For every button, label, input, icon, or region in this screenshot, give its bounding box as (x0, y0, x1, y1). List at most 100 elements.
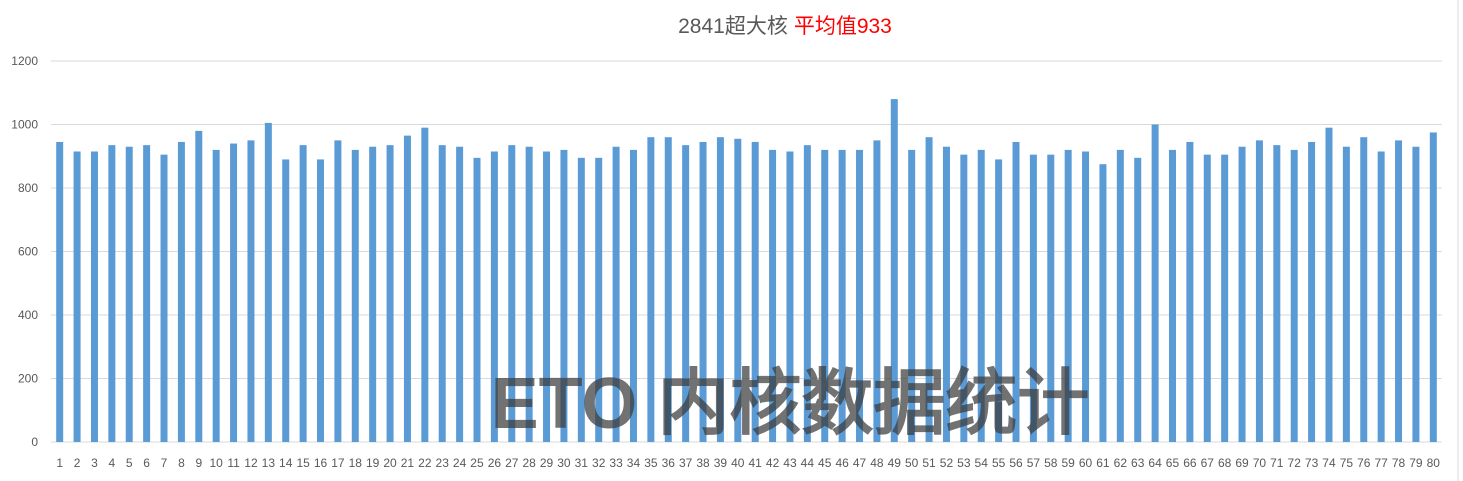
x-tick-label: 74 (1322, 456, 1336, 470)
bar-64 (1151, 124, 1159, 442)
x-tick-label: 56 (1009, 456, 1023, 470)
bar-66 (1186, 141, 1194, 442)
bar-68 (1221, 154, 1229, 442)
bar-52 (942, 146, 950, 442)
bar-31 (577, 157, 585, 442)
bar-60 (1082, 151, 1090, 443)
y-tick-label: 1000 (11, 118, 38, 132)
bar-74 (1325, 127, 1333, 443)
x-tick-label: 61 (1096, 456, 1110, 470)
bar-8 (177, 141, 185, 442)
bar-67 (1203, 154, 1211, 442)
x-tick-label: 12 (244, 456, 258, 470)
bar-48 (873, 140, 881, 443)
x-tick-label: 18 (349, 456, 363, 470)
x-tick-label: 25 (470, 456, 484, 470)
y-tick-label: 1200 (11, 54, 38, 68)
x-tick-label: 80 (1427, 456, 1441, 470)
bar-7 (160, 154, 168, 442)
x-tick-label: 22 (418, 456, 432, 470)
x-tick-label: 62 (1114, 456, 1128, 470)
x-tick-label: 75 (1340, 456, 1354, 470)
bar-16 (317, 159, 325, 442)
bar-9 (195, 130, 203, 442)
bar-37 (682, 145, 690, 442)
x-tick-label: 73 (1305, 456, 1319, 470)
x-tick-label: 3 (91, 456, 98, 470)
bar-6 (143, 145, 151, 442)
x-tick-label: 28 (522, 456, 536, 470)
x-tick-label: 20 (383, 456, 397, 470)
bar-19 (369, 146, 377, 442)
bar-24 (456, 146, 464, 442)
x-tick-label: 49 (888, 456, 902, 470)
bar-29 (543, 151, 551, 443)
bar-34 (629, 149, 637, 442)
x-tick-label: 9 (195, 456, 202, 470)
bar-53 (960, 154, 968, 442)
x-tick-label: 53 (957, 456, 971, 470)
bar-45 (821, 149, 829, 442)
x-tick-label: 13 (262, 456, 276, 470)
x-tick-label: 54 (975, 456, 989, 470)
bar-30 (560, 149, 568, 442)
y-tick-label: 600 (18, 245, 38, 259)
chart-title-average: 平均值933 (794, 15, 892, 38)
bar-46 (838, 149, 846, 442)
bar-10 (212, 149, 220, 442)
bar-38 (699, 141, 707, 442)
bar-2 (73, 151, 81, 443)
x-tick-label: 10 (210, 456, 224, 470)
bar-35 (647, 137, 655, 442)
x-tick-label: 47 (853, 456, 867, 470)
x-tick-label: 79 (1409, 456, 1423, 470)
x-tick-label: 34 (627, 456, 641, 470)
x-tick-label: 39 (714, 456, 728, 470)
y-tick-label: 400 (18, 308, 38, 322)
bar-78 (1395, 140, 1403, 443)
x-tick-label: 6 (143, 456, 150, 470)
x-tick-label: 57 (1027, 456, 1041, 470)
x-tick-label: 1 (56, 456, 63, 470)
x-tick-label: 46 (835, 456, 849, 470)
x-tick-label: 76 (1357, 456, 1371, 470)
x-tick-label: 48 (870, 456, 884, 470)
bar-21 (403, 135, 411, 443)
x-tick-label: 14 (279, 456, 293, 470)
x-tick-label: 2 (74, 456, 81, 470)
bar-23 (438, 145, 446, 442)
bar-43 (786, 151, 794, 443)
x-tick-label: 4 (109, 456, 116, 470)
x-tick-label: 63 (1131, 456, 1145, 470)
x-tick-label: 60 (1079, 456, 1093, 470)
x-tick-label: 36 (662, 456, 676, 470)
x-tick-label: 77 (1374, 456, 1388, 470)
x-tick-label: 68 (1218, 456, 1232, 470)
bar-71 (1273, 145, 1281, 442)
bar-56 (1012, 141, 1020, 442)
bar-77 (1377, 151, 1385, 443)
bar-59 (1064, 149, 1072, 442)
bar-39 (716, 137, 724, 442)
x-tick-label: 64 (1148, 456, 1162, 470)
bar-63 (1134, 157, 1142, 442)
x-tick-label: 32 (592, 456, 606, 470)
x-tick-label: 35 (644, 456, 658, 470)
bars (56, 99, 1437, 443)
x-tick-label: 44 (801, 456, 815, 470)
watermark-text: ETO 内核数据统计 (491, 364, 1090, 444)
x-tick-label: 38 (696, 456, 710, 470)
bar-5 (125, 146, 133, 442)
x-tick-label: 55 (992, 456, 1006, 470)
x-tick-label: 37 (679, 456, 693, 470)
x-tick-label: 30 (557, 456, 571, 470)
x-tick-label: 29 (540, 456, 554, 470)
bar-40 (734, 138, 742, 443)
x-tick-label: 51 (922, 456, 936, 470)
bar-50 (908, 149, 916, 442)
y-tick-label: 200 (18, 372, 38, 386)
x-tick-label: 50 (905, 456, 919, 470)
bar-26 (490, 151, 498, 443)
bar-62 (1116, 149, 1124, 442)
